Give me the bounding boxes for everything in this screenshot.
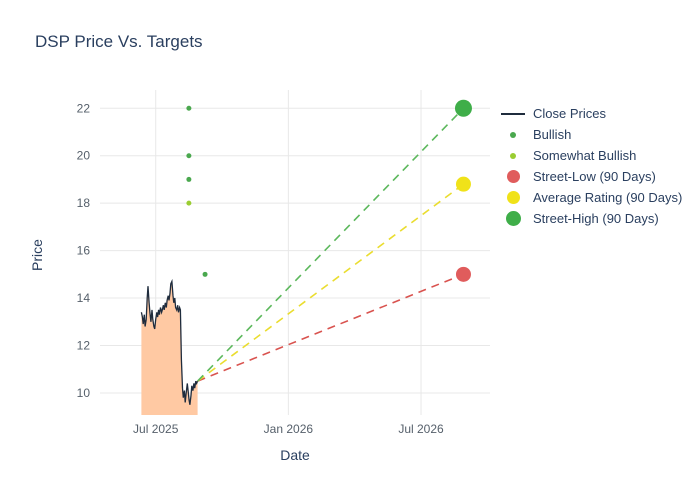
- x-tick-label: Jul 2026: [398, 422, 444, 436]
- legend-item-close-prices[interactable]: Close Prices: [499, 103, 682, 124]
- bullish-point: [186, 153, 192, 159]
- street-low-90-days-projection-line: [197, 273, 464, 382]
- y-tick-label: 22: [77, 101, 91, 115]
- x-axis-title: Date: [280, 447, 310, 463]
- legend-item-label: Close Prices: [533, 106, 606, 121]
- y-tick-label: 18: [77, 196, 91, 210]
- x-tick-label: Jan 2026: [264, 422, 314, 436]
- average-rating-90-days-marker: [455, 176, 471, 192]
- series-layer: [140, 99, 472, 415]
- legend-item-average-rating-90-days[interactable]: Average Rating (90 Days): [499, 187, 682, 208]
- street-high-90-days-projection-line: [197, 107, 465, 382]
- legend-item-label: Street-Low (90 Days): [533, 169, 656, 184]
- legend-item-label: Street-High (90 Days): [533, 211, 659, 226]
- bullish-point: [186, 105, 192, 111]
- legend-dot-icon: [499, 170, 527, 183]
- y-tick-label: 14: [77, 291, 91, 305]
- chart-title: DSP Price Vs. Targets: [35, 32, 203, 51]
- somewhat-bullish-point: [186, 200, 192, 206]
- legend-dot-icon: [499, 131, 527, 138]
- bullish-point: [202, 271, 208, 277]
- x-tick-label: Jul 2025: [133, 422, 179, 436]
- legend-item-somewhat-bullish[interactable]: Somewhat Bullish: [499, 145, 682, 166]
- legend-item-street-high-90-days[interactable]: Street-High (90 Days): [499, 208, 682, 229]
- average-rating-90-days-projection-line: [197, 183, 464, 382]
- street-high-90-days-marker: [454, 99, 472, 117]
- legend: Close Prices Bullish Somewhat Bullish Stree…: [499, 103, 682, 229]
- legend-item-bullish[interactable]: Bullish: [499, 124, 682, 145]
- y-tick-label: 10: [77, 386, 91, 400]
- y-axis-title: Price: [29, 239, 45, 271]
- y-tick-label: 12: [77, 338, 91, 352]
- close-prices-area: [141, 281, 198, 415]
- legend-item-label: Bullish: [533, 127, 572, 142]
- legend-dot-icon: [499, 152, 527, 159]
- legend-dot-icon: [499, 211, 527, 226]
- tick-layer: 10 12 14 16 18 20 22 Jul 2025 Jan 2026 Jul 2026: [77, 101, 444, 436]
- legend-line-icon: [499, 112, 527, 115]
- legend-dot-icon: [499, 191, 527, 204]
- legend-item-label: Average Rating (90 Days): [533, 190, 683, 205]
- y-tick-label: 16: [77, 244, 91, 258]
- close-prices-line: [140, 278, 199, 405]
- legend-item-label: Somewhat Bullish: [533, 148, 637, 163]
- y-tick-label: 20: [77, 149, 91, 163]
- bullish-point: [186, 176, 192, 182]
- street-low-90-days-marker: [455, 266, 471, 282]
- legend-item-street-low-90-days[interactable]: Street-Low (90 Days): [499, 166, 682, 187]
